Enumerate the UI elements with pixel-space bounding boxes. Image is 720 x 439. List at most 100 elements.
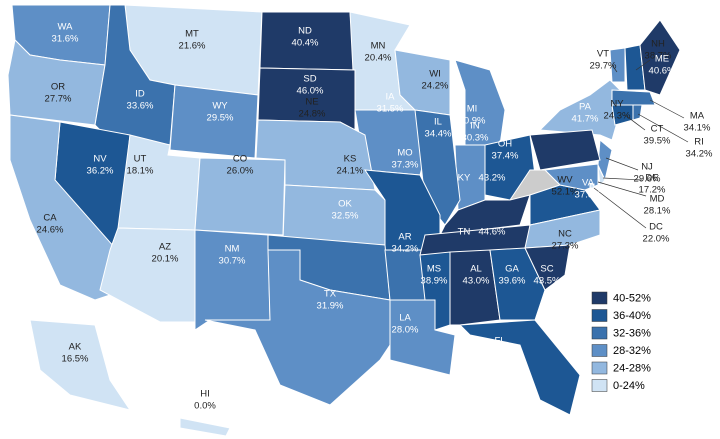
state-label: TN	[458, 227, 471, 238]
state-label: VA	[582, 178, 595, 189]
state-shape	[609, 47, 626, 83]
state-shape	[449, 249, 501, 326]
state-label: OK	[338, 199, 352, 210]
state-label: ME	[655, 54, 669, 65]
state-value: 20.4%	[365, 53, 392, 64]
state-value: 43.2%	[479, 173, 506, 184]
state-label: FL	[494, 336, 505, 347]
state-label: CT	[651, 124, 664, 135]
state-value: 22.0%	[643, 234, 670, 245]
state-value: 24.3%	[604, 111, 631, 122]
state-shape	[29, 319, 132, 411]
legend-label: 40-52%	[613, 292, 651, 304]
state-label: CA	[43, 213, 57, 224]
leader-line	[637, 113, 689, 143]
leader-line	[605, 157, 639, 171]
state-value: 27.3%	[552, 241, 579, 252]
state-label: RI	[694, 137, 704, 148]
legend-swatch	[591, 361, 608, 375]
state-value: 17.2%	[639, 185, 666, 196]
legend-label: 32-36%	[613, 327, 651, 339]
state-label: WV	[557, 175, 573, 186]
state-value: 27.7%	[45, 94, 72, 105]
state-value: 20.1%	[152, 254, 179, 265]
state-shape	[524, 209, 601, 249]
state-label: NC	[558, 229, 572, 240]
state-shape	[524, 244, 571, 291]
state-shape	[611, 89, 656, 106]
state-value: 37.0%	[575, 190, 602, 201]
state-label: IN	[470, 121, 480, 132]
state-value: 37.4%	[492, 151, 519, 162]
state-label: UT	[134, 154, 147, 165]
state-value: 24.8%	[299, 109, 326, 120]
state-value: 29.6%	[634, 174, 661, 185]
state-label: OR	[51, 82, 65, 93]
state-value: 34.1%	[684, 123, 711, 134]
state-label: NE	[305, 97, 318, 108]
leader-line	[624, 114, 646, 131]
state-value: 34.2%	[686, 149, 713, 160]
legend-swatch	[591, 344, 608, 357]
state-label: NJ	[641, 162, 653, 173]
state-value: 38.7%	[645, 51, 672, 62]
leader-line	[593, 187, 647, 229]
legend-label: 0-24%	[613, 380, 645, 392]
state-label: MO	[397, 148, 412, 159]
state-label: GA	[505, 264, 519, 275]
state-shape	[204, 249, 401, 406]
state-shape	[489, 247, 546, 321]
state-value: 43.5%	[534, 276, 561, 287]
state-value: 34.2%	[392, 244, 419, 255]
state-value: 40.4%	[292, 38, 319, 49]
state-value: 28.0%	[392, 325, 419, 336]
state-value: 34.4%	[425, 129, 452, 140]
state-value: 30.9%	[459, 116, 486, 127]
state-value: 39.5%	[644, 136, 671, 147]
state-label: SD	[303, 74, 316, 85]
state-label: LA	[399, 313, 411, 324]
state-value: 46.0%	[297, 86, 324, 97]
state-label: VT	[597, 49, 609, 60]
state-value: 38.9%	[421, 276, 448, 287]
state-value: 32.5%	[332, 211, 359, 222]
state-label: MA	[690, 111, 705, 122]
state-shape	[639, 19, 681, 96]
state-shape	[169, 84, 259, 159]
state-label: ID	[135, 89, 145, 100]
state-value: 39.6%	[499, 276, 526, 287]
state-label: IA	[386, 92, 396, 103]
state-value: 41.7%	[572, 114, 599, 125]
state-value: 21.6%	[179, 41, 206, 52]
state-label: WI	[429, 69, 441, 80]
legend-label: 28-32%	[613, 345, 651, 357]
legend-swatch	[591, 291, 608, 305]
state-label: NM	[225, 244, 240, 255]
state-label: CO	[233, 154, 247, 165]
state-label: PA	[579, 102, 592, 113]
state-label: AR	[398, 232, 411, 243]
state-value: 43.0%	[463, 276, 490, 287]
state-value: 16.5%	[62, 354, 89, 365]
state-value: 36.2%	[87, 166, 114, 177]
leader-line	[649, 99, 685, 119]
state-value: 31.6%	[52, 34, 79, 45]
state-shape	[632, 104, 643, 121]
legend-swatch	[591, 379, 608, 392]
state-label: ND	[298, 26, 312, 37]
state-value: 31.5%	[377, 104, 404, 115]
state-value: 44.6%	[479, 227, 506, 238]
legend-label: 24-28%	[613, 362, 651, 374]
state-value: 29.7%	[590, 61, 617, 72]
state-value: 30.7%	[219, 256, 246, 267]
state-label: NY	[610, 99, 624, 110]
state-value: 33.6%	[127, 101, 154, 112]
leader-line	[635, 59, 651, 71]
state-label: KS	[344, 154, 357, 165]
state-label: AK	[69, 342, 82, 353]
state-shape	[389, 299, 456, 376]
state-label: AL	[470, 264, 482, 275]
state-label: NH	[651, 39, 665, 50]
leader-line	[602, 177, 643, 181]
